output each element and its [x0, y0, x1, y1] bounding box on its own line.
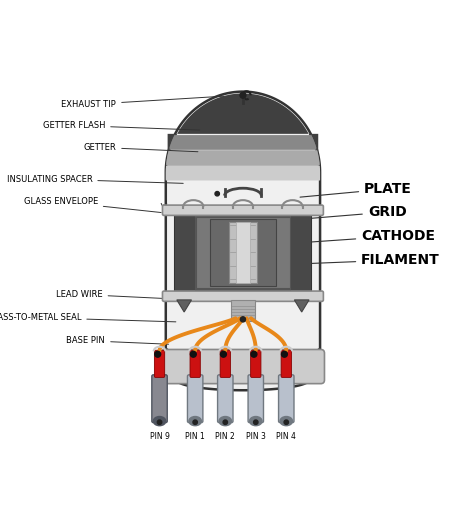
FancyBboxPatch shape [281, 350, 292, 377]
Text: EXHAUST TIP: EXHAUST TIP [62, 96, 224, 109]
Polygon shape [177, 300, 191, 312]
Text: PIN 1: PIN 1 [185, 432, 205, 441]
Polygon shape [166, 150, 319, 166]
Text: PIN 4: PIN 4 [276, 432, 296, 441]
Polygon shape [166, 92, 320, 390]
Text: GLASS-TO-METAL SEAL: GLASS-TO-METAL SEAL [0, 313, 176, 322]
FancyBboxPatch shape [155, 350, 164, 377]
FancyBboxPatch shape [220, 350, 230, 377]
Bar [196, 217, 290, 288]
Text: INSULATING SPACER: INSULATING SPACER [7, 174, 183, 184]
Ellipse shape [219, 416, 231, 426]
Polygon shape [168, 93, 318, 172]
Circle shape [282, 351, 287, 357]
Bar [231, 300, 255, 321]
Circle shape [251, 351, 257, 357]
Text: PIN 2: PIN 2 [215, 432, 235, 441]
FancyBboxPatch shape [161, 349, 325, 383]
Polygon shape [294, 300, 309, 312]
Polygon shape [166, 168, 320, 180]
FancyBboxPatch shape [251, 350, 261, 377]
FancyBboxPatch shape [190, 350, 201, 377]
FancyBboxPatch shape [218, 375, 233, 423]
Text: GLASS ENVELOPE: GLASS ENVELOPE [24, 197, 161, 213]
Circle shape [215, 191, 219, 196]
Text: GETTER: GETTER [83, 143, 198, 152]
Bar [229, 222, 257, 283]
Ellipse shape [189, 416, 201, 426]
Text: LEAD WIRE: LEAD WIRE [56, 290, 191, 300]
Circle shape [240, 92, 246, 98]
Polygon shape [166, 166, 320, 181]
Circle shape [193, 420, 197, 425]
Circle shape [155, 351, 161, 357]
Bar [175, 214, 311, 291]
Polygon shape [170, 135, 316, 150]
Text: PLATE: PLATE [300, 182, 412, 197]
Text: CATHODE: CATHODE [300, 229, 435, 243]
FancyBboxPatch shape [187, 375, 203, 423]
Bar [210, 219, 275, 286]
Text: PIN 9: PIN 9 [150, 432, 170, 441]
FancyBboxPatch shape [152, 375, 167, 423]
FancyBboxPatch shape [248, 375, 264, 423]
Text: BASE PIN: BASE PIN [66, 336, 169, 345]
Circle shape [240, 317, 246, 322]
Bar [175, 214, 195, 291]
Bar [237, 222, 249, 283]
Circle shape [223, 420, 228, 425]
Text: GRID: GRID [300, 205, 407, 219]
Text: FILAMENT: FILAMENT [293, 253, 440, 267]
Circle shape [284, 420, 289, 425]
Circle shape [254, 420, 258, 425]
Text: GETTER FLASH: GETTER FLASH [43, 121, 200, 130]
FancyBboxPatch shape [163, 291, 323, 301]
Polygon shape [170, 135, 316, 150]
Bar [291, 214, 311, 291]
Circle shape [191, 351, 196, 357]
Ellipse shape [153, 416, 166, 426]
Polygon shape [166, 151, 319, 165]
Circle shape [157, 420, 162, 425]
Ellipse shape [280, 416, 292, 426]
Text: PIN 3: PIN 3 [246, 432, 266, 441]
Ellipse shape [249, 416, 262, 426]
Circle shape [220, 351, 227, 357]
FancyBboxPatch shape [279, 375, 294, 423]
FancyBboxPatch shape [163, 205, 323, 215]
